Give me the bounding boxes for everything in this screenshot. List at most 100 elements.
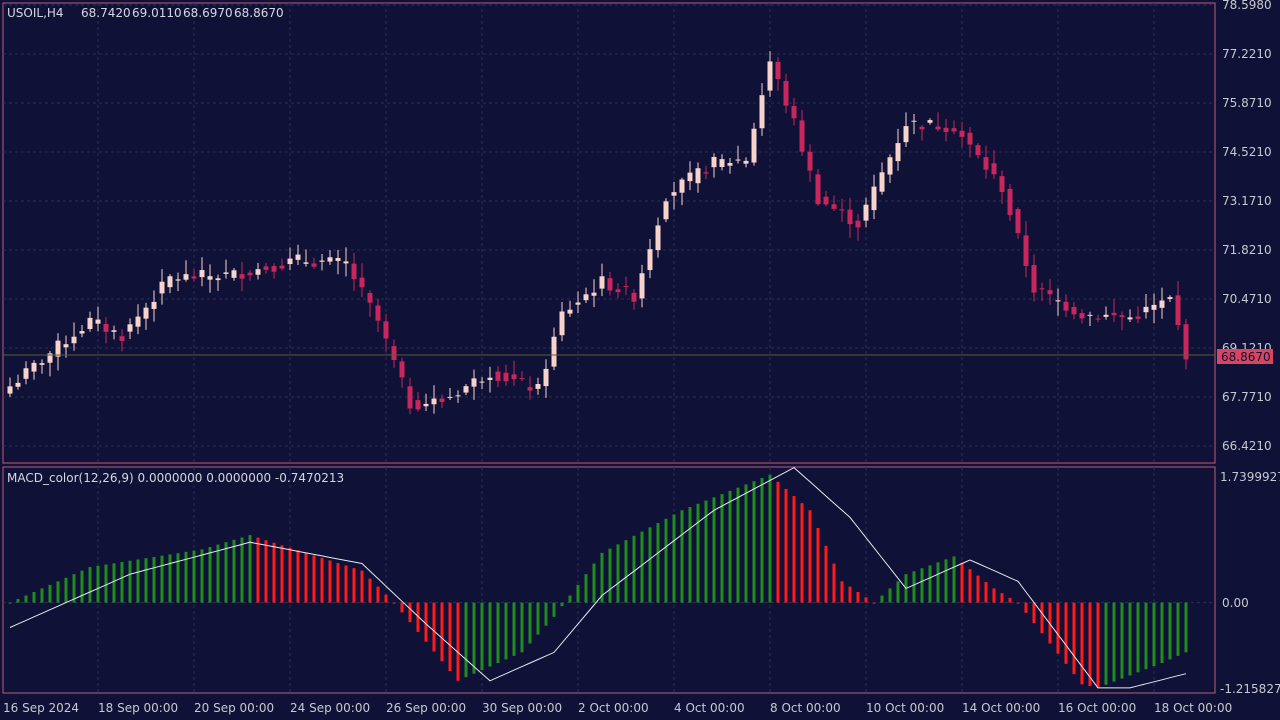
close-value: 68.8670 xyxy=(234,6,284,20)
price-panel-border xyxy=(2,2,1216,464)
macd-bar xyxy=(624,540,628,603)
macd-bar xyxy=(480,602,484,671)
candle-body xyxy=(495,371,501,381)
candle-body xyxy=(103,324,109,332)
candle-body xyxy=(791,106,797,119)
macd-bar xyxy=(704,500,708,603)
macd-bar xyxy=(568,595,572,603)
candle-body xyxy=(847,209,853,225)
macd-bar xyxy=(528,602,532,644)
macd-bar xyxy=(664,518,668,603)
candle-body xyxy=(991,163,997,175)
candle-body xyxy=(487,377,493,380)
price-panel[interactable]: USOIL,H4 68.7420 69.0110 68.6970 68.8670 xyxy=(2,2,1216,464)
candle-body xyxy=(247,272,253,276)
macd-bar xyxy=(456,602,460,681)
macd-bar xyxy=(288,547,292,603)
macd-bar xyxy=(832,563,836,603)
macd-bar xyxy=(792,496,796,603)
macd-bar xyxy=(360,570,364,603)
macd-bar xyxy=(848,586,852,603)
candle-body xyxy=(167,276,173,288)
macd-bar xyxy=(576,584,580,603)
candle-body xyxy=(551,336,557,367)
time-tick: 24 Sep 00:00 xyxy=(290,701,370,715)
macd-bar xyxy=(872,602,876,604)
candle-body xyxy=(719,159,725,168)
candle-body xyxy=(639,273,645,299)
time-tick: 14 Oct 00:00 xyxy=(962,701,1040,715)
candle-body xyxy=(127,324,133,332)
macd-bar xyxy=(1016,602,1020,604)
candle-body xyxy=(423,403,429,407)
macd-bar xyxy=(1008,597,1012,603)
candle-body xyxy=(519,378,525,380)
candle-body xyxy=(895,143,901,162)
macd-bar xyxy=(24,595,28,603)
candle-body xyxy=(431,398,437,405)
macd-bar xyxy=(344,565,348,603)
macd-bar xyxy=(1088,602,1092,687)
macd-bar xyxy=(672,514,676,603)
macd-bar xyxy=(216,544,220,603)
candle-body xyxy=(295,254,301,260)
candle-body xyxy=(623,286,629,288)
macd-bar xyxy=(112,563,116,603)
macd-bar xyxy=(184,551,188,603)
candle-body xyxy=(183,274,189,280)
macd-bar xyxy=(1112,602,1116,682)
symbol-label: USOIL,H4 xyxy=(7,6,64,20)
macd-bar xyxy=(408,602,412,623)
macd-bar xyxy=(800,503,804,603)
macd-bar xyxy=(448,602,452,672)
candle-body xyxy=(559,311,565,336)
macd-bar xyxy=(728,490,732,603)
candle-body xyxy=(479,381,485,383)
macd-axis[interactable]: 1.7399927 0.00 -1.215827 xyxy=(1220,470,1280,696)
macd-panel[interactable]: MACD_color(12,26,9) 0.0000000 0.0000000 … xyxy=(2,466,1216,694)
candle-body xyxy=(1119,315,1125,318)
macd-bar xyxy=(1104,602,1108,685)
candle-body xyxy=(343,261,349,264)
current-price-label: 68.8670 xyxy=(1221,350,1271,364)
macd-tick-top: 1.7399927 xyxy=(1220,470,1280,484)
macd-bar xyxy=(160,555,164,603)
time-tick: 18 Sep 00:00 xyxy=(98,701,178,715)
macd-bar xyxy=(688,507,692,603)
price-axis[interactable]: 78.5980 77.2210 75.8710 74.5210 73.1710 … xyxy=(1217,0,1273,453)
macd-bar xyxy=(696,503,700,603)
candle-body xyxy=(711,156,717,168)
macd-bar xyxy=(648,527,652,603)
macd-info-label: MACD_color(12,26,9) 0.0000000 0.0000000 … xyxy=(7,471,344,485)
candle-body xyxy=(911,120,917,122)
candle-body xyxy=(1055,300,1061,302)
candle-body xyxy=(39,363,45,365)
price-tick: 71.8210 xyxy=(1222,243,1272,257)
macd-bar xyxy=(1056,602,1060,654)
candle-body xyxy=(679,179,685,193)
candle-body xyxy=(615,289,621,293)
macd-bar xyxy=(512,602,516,656)
macd-bar xyxy=(768,474,772,603)
candle-body xyxy=(575,302,581,305)
macd-bar xyxy=(296,550,300,603)
candle-body xyxy=(471,378,477,387)
candle-body xyxy=(703,172,709,174)
macd-bar xyxy=(376,586,380,603)
candle-body xyxy=(31,362,37,372)
macd-bar xyxy=(208,546,212,603)
candle-body xyxy=(743,160,749,164)
macd-bar xyxy=(544,602,548,626)
macd-bar xyxy=(760,477,764,603)
candle-body xyxy=(351,263,357,280)
candle-body xyxy=(319,260,325,262)
candle-body xyxy=(159,281,165,294)
time-axis[interactable]: 16 Sep 2024 18 Sep 00:00 20 Sep 00:00 24… xyxy=(3,701,1232,715)
candle-body xyxy=(687,172,693,182)
macd-bar xyxy=(632,535,636,603)
candle-body xyxy=(1071,306,1077,315)
candle-body xyxy=(823,196,829,205)
macd-bar xyxy=(48,584,52,603)
price-tick: 75.8710 xyxy=(1222,96,1272,110)
